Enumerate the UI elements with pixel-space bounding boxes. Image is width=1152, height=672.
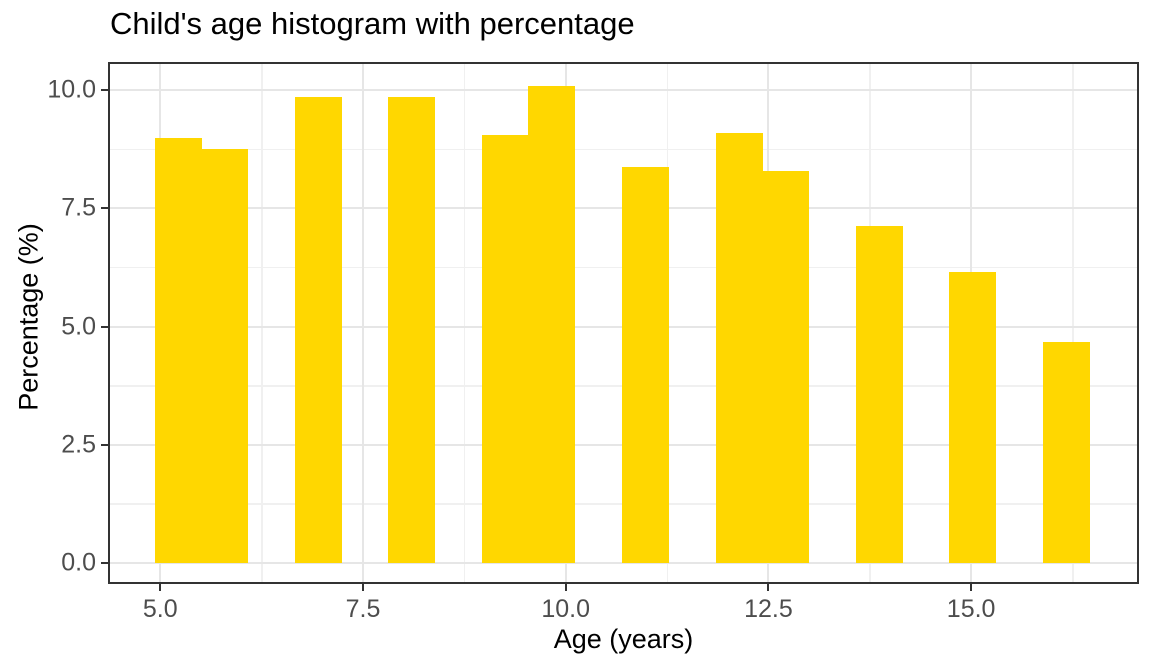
y-minor-gridline [108,148,1139,151]
y-tick-label: 0.0 [61,548,96,577]
y-tick-mark [101,325,108,328]
y-tick-label: 10.0 [47,75,96,104]
y-tick-mark [101,207,108,210]
chart-title: Child's age histogram with percentage [110,6,635,41]
histogram-bar [294,97,342,563]
y-tick-label: 5.0 [61,312,96,341]
x-minor-gridline [261,62,263,584]
histogram-bar [482,135,529,563]
x-minor-gridline [463,62,466,584]
x-major-gridline [362,62,364,584]
histogram-bar [388,97,436,563]
x-tick-mark [970,584,973,591]
x-minor-gridline [1072,62,1074,584]
x-tick-mark [362,584,364,591]
x-tick-mark [564,584,567,591]
histogram-bar [762,170,809,563]
y-tick-mark [101,89,108,92]
x-tick-mark [767,584,770,591]
x-tick-label: 15.0 [946,595,996,623]
histogram-bar [528,85,576,563]
x-axis-title: Age (years) [553,624,694,654]
plot-panel [108,62,1139,584]
x-tick-mark [159,584,162,591]
histogram-bar [949,272,997,563]
y-tick-mark [101,561,108,564]
histogram-bar [856,226,904,563]
histogram-bar [715,132,763,563]
y-tick-label: 2.5 [61,430,96,459]
x-tick-label: 10.0 [541,595,591,623]
y-major-gridline [108,561,1139,564]
histogram-bar [622,167,669,563]
histogram-bar [201,149,248,563]
x-tick-label: 12.5 [744,595,793,623]
x-tick-label: 7.5 [345,595,381,623]
y-tick-label: 7.5 [61,193,96,222]
y-tick-mark [101,443,108,446]
histogram-bar [154,137,202,563]
x-tick-label: 5.0 [142,595,178,623]
y-major-gridline [108,89,1139,92]
histogram-bar [1043,341,1090,563]
